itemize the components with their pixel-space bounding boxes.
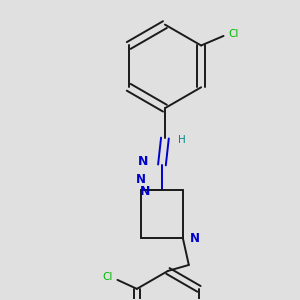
Text: N: N xyxy=(136,173,146,186)
Text: Cl: Cl xyxy=(103,272,113,282)
Text: N: N xyxy=(140,185,150,198)
Text: N: N xyxy=(138,155,148,168)
Text: Cl: Cl xyxy=(228,28,238,38)
Text: H: H xyxy=(178,134,186,145)
Text: N: N xyxy=(190,232,200,244)
